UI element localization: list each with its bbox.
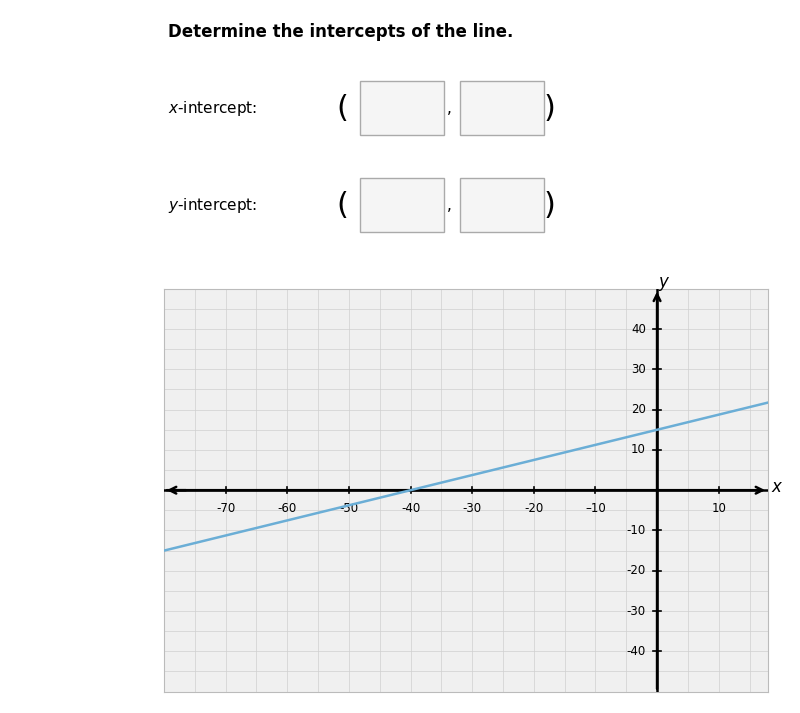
Text: ,: ,	[446, 101, 451, 116]
Text: -40: -40	[626, 645, 646, 658]
Text: -20: -20	[524, 502, 543, 515]
Text: -10: -10	[626, 524, 646, 537]
Text: 30: 30	[631, 363, 646, 376]
Text: –10: –10	[585, 502, 606, 515]
Text: $x$-intercept:: $x$-intercept:	[168, 99, 258, 118]
Text: ): )	[544, 94, 556, 123]
Text: $y$-intercept:: $y$-intercept:	[168, 196, 258, 215]
Text: 40: 40	[631, 322, 646, 336]
Text: -60: -60	[278, 502, 297, 515]
Text: 10: 10	[711, 502, 726, 515]
Text: ): )	[544, 191, 556, 220]
Text: -40: -40	[401, 502, 420, 515]
Text: $y$: $y$	[658, 275, 670, 293]
FancyBboxPatch shape	[360, 81, 444, 135]
Text: $x$: $x$	[771, 478, 783, 496]
Text: 20: 20	[631, 403, 646, 416]
Text: -30: -30	[627, 605, 646, 617]
Text: Determine the intercepts of the line.: Determine the intercepts of the line.	[168, 23, 514, 41]
Text: -30: -30	[462, 502, 482, 515]
Text: -50: -50	[339, 502, 358, 515]
Text: (: (	[336, 191, 348, 220]
Text: (: (	[336, 94, 348, 123]
FancyBboxPatch shape	[460, 81, 544, 135]
Text: 10: 10	[631, 443, 646, 456]
Text: ,: ,	[446, 198, 451, 213]
FancyBboxPatch shape	[360, 178, 444, 232]
Text: -70: -70	[216, 502, 235, 515]
Text: -20: -20	[626, 564, 646, 578]
FancyBboxPatch shape	[460, 178, 544, 232]
